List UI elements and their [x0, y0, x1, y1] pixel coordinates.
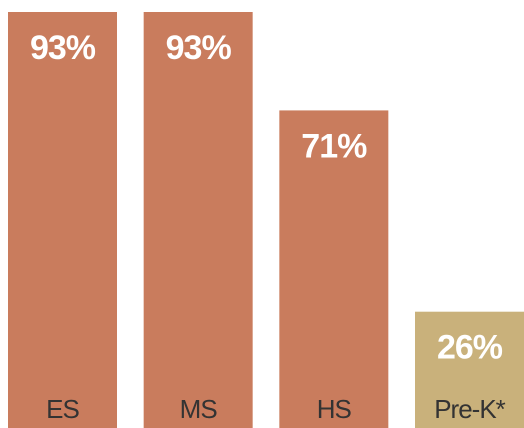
- bar: [143, 12, 253, 428]
- category-label: ES: [46, 394, 79, 424]
- category-label: MS: [180, 394, 218, 424]
- value-label: 93%: [30, 29, 96, 67]
- value-label: 26%: [437, 329, 503, 367]
- value-label: 71%: [301, 127, 367, 165]
- bar: [415, 311, 524, 428]
- category-label: Pre-K*: [434, 394, 505, 424]
- category-label: HS: [317, 394, 352, 424]
- bar: [8, 12, 117, 428]
- bar: [279, 110, 389, 428]
- value-label: 93%: [166, 29, 232, 67]
